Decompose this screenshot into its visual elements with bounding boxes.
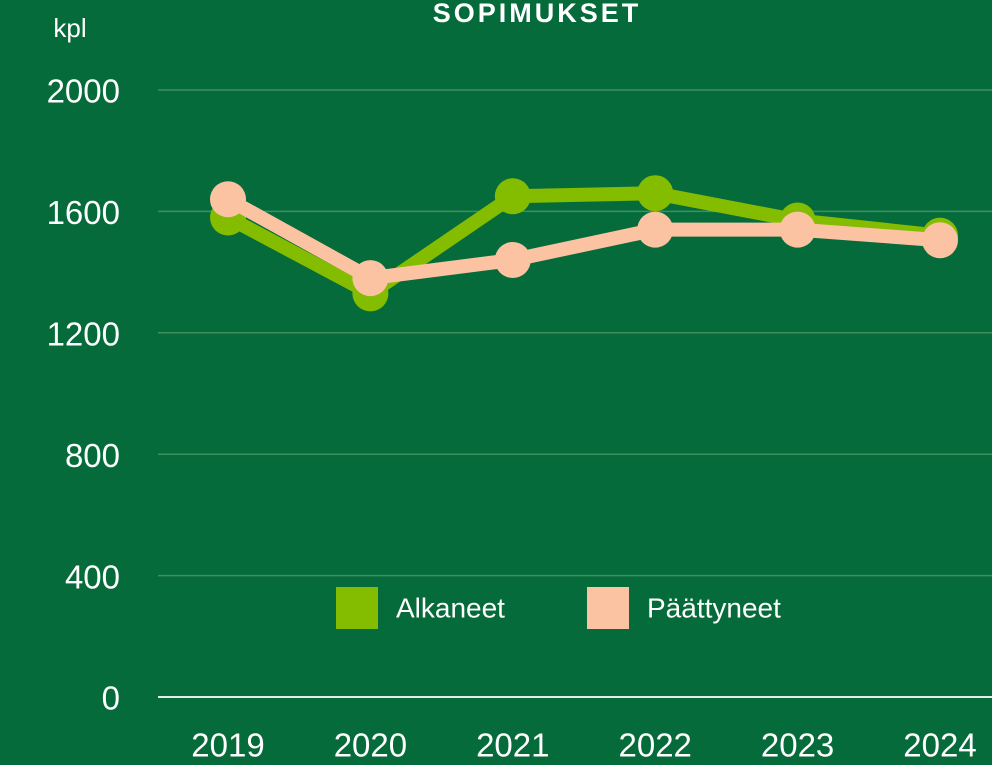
data-point (352, 260, 389, 297)
x-tick-label: 2021 (476, 727, 549, 764)
series-line (224, 193, 941, 286)
x-tick-label: 2023 (761, 727, 834, 764)
y-axis-label: kpl (53, 13, 86, 43)
legend-label: Alkaneet (396, 592, 505, 623)
legend-swatch (336, 587, 378, 629)
x-tick-label: 2020 (334, 727, 407, 764)
series-line (224, 186, 941, 301)
chart-title: SOPIMUKSET (433, 0, 642, 28)
y-tick-label: 2000 (47, 73, 120, 110)
data-point (637, 175, 674, 212)
legend-swatch (587, 587, 629, 629)
data-point (779, 211, 816, 248)
data-point (494, 178, 531, 215)
data-point (637, 211, 674, 248)
legend-label: Päättyneet (647, 592, 781, 623)
y-tick-label: 1600 (47, 194, 120, 231)
x-tick-label: 2022 (618, 727, 691, 764)
x-tick-label: 2019 (191, 727, 264, 764)
y-tick-label: 800 (65, 437, 120, 474)
data-point (922, 222, 958, 259)
y-tick-label: 0 (102, 680, 120, 717)
data-point (494, 241, 531, 278)
y-tick-label: 1200 (47, 316, 120, 353)
x-tick-label: 2024 (903, 727, 976, 764)
y-tick-label: 400 (65, 558, 120, 595)
data-point (210, 181, 246, 218)
